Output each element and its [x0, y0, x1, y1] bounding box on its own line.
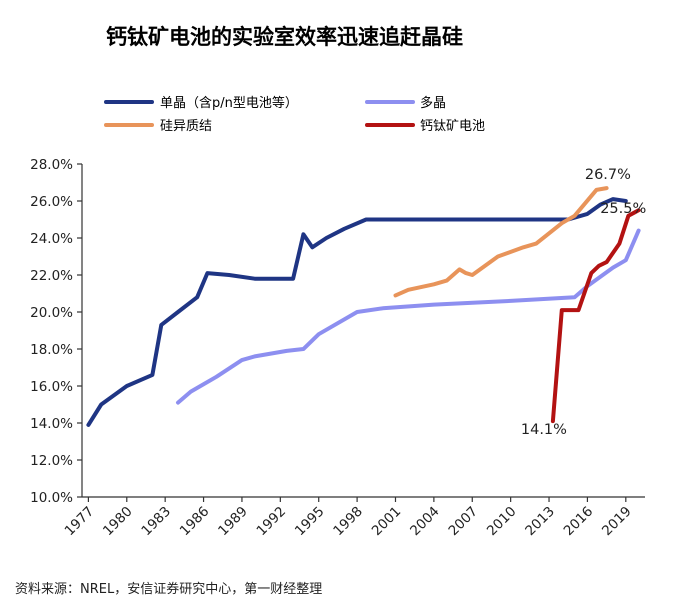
- annotations: 26.7% 25.5% 14.1%: [521, 167, 646, 438]
- x-tick-label: 2019: [599, 504, 635, 540]
- source-note: 资料来源：NREL，安信证券研究中心，第一财经整理: [15, 581, 322, 597]
- y-tick-label: 26.0%: [30, 194, 73, 210]
- legend-entry-perovskite: 钙钛矿电池: [365, 119, 485, 134]
- legend-entry-multi: 多晶: [365, 95, 446, 111]
- series-line-heterojunction: [393, 186, 609, 298]
- y-tick-label: 20.0%: [30, 305, 73, 321]
- data-label: 25.5%: [600, 201, 646, 217]
- legend-entry-heterojunction: 硅异质结: [104, 119, 212, 134]
- x-tick-label: 1977: [62, 504, 98, 540]
- y-axis: 10.0% 12.0% 14.0% 16.0% 18.0% 20.0% 22.0% 24.0%…: [30, 157, 83, 506]
- data-label: 26.7%: [585, 167, 631, 183]
- y-tick-label: 22.0%: [30, 268, 73, 284]
- y-tick-label: 12.0%: [30, 453, 73, 469]
- legend-label-perovskite: 钙钛矿电池: [420, 119, 485, 134]
- legend-label-mono: 单晶（含p/n型电池等）: [160, 95, 298, 111]
- x-tick-label: 2007: [445, 504, 481, 540]
- y-tick-label: 24.0%: [30, 231, 73, 247]
- y-tick-label: 10.0%: [30, 490, 73, 506]
- data-label: 14.1%: [521, 422, 567, 438]
- x-tick-label: 2004: [407, 504, 443, 540]
- x-tick-label: 1983: [138, 504, 174, 540]
- legend-label-multi: 多晶: [420, 95, 446, 111]
- x-tick-label: 2016: [561, 504, 597, 540]
- x-tick-label: 1989: [215, 504, 251, 540]
- x-tick-label: 2010: [484, 504, 520, 540]
- y-tick-label: 14.0%: [30, 416, 73, 432]
- x-tick-label: 1998: [330, 504, 366, 540]
- y-tick-label: 28.0%: [30, 157, 73, 173]
- legend-entry-mono: 单晶（含p/n型电池等）: [104, 95, 298, 111]
- x-tick-label: 1980: [100, 504, 136, 540]
- x-tick-label: 1992: [254, 504, 290, 540]
- series-line-multi: [176, 228, 641, 405]
- series-line-perovskite: [550, 208, 641, 424]
- x-axis: 1977 1980 1983 1986 1989 1992 1995 1998 2001 2004…: [62, 496, 645, 540]
- x-tick-label: 1995: [292, 504, 328, 540]
- y-tick-label: 18.0%: [30, 342, 73, 358]
- x-tick-label: 2013: [522, 504, 558, 540]
- y-tick-label: 16.0%: [30, 379, 73, 395]
- x-tick-label: 1986: [177, 504, 213, 540]
- legend-label-heterojunction: 硅异质结: [160, 119, 212, 134]
- x-tick-label: 2001: [369, 504, 405, 540]
- chart-title: 钙钛矿电池的实验室效率迅速追赶晶硅: [106, 25, 463, 49]
- legend: 单晶（含p/n型电池等） 硅异质结 多晶 钙钛矿电池: [104, 95, 485, 134]
- series-layer: [86, 186, 641, 427]
